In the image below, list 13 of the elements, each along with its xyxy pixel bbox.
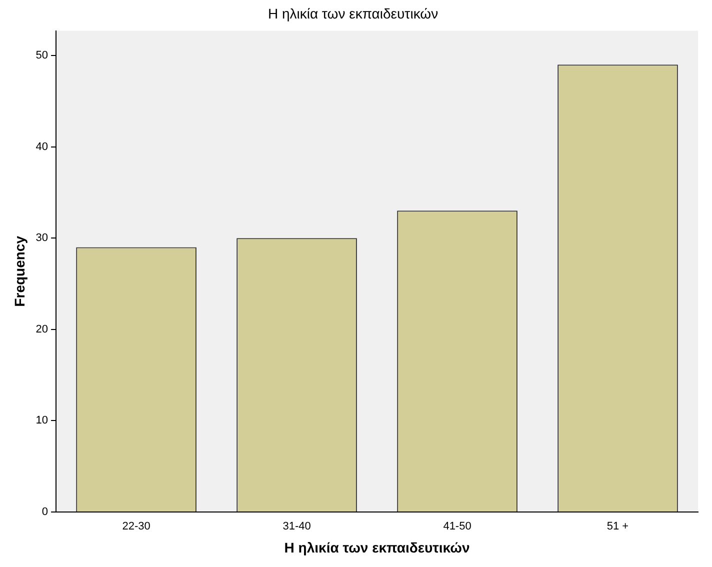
x-tick-label: 51 +: [606, 520, 629, 533]
y-tick-label: 10: [36, 414, 48, 427]
chart-title: Η ηλικία των εκπαιδευτικών: [268, 5, 438, 22]
x-tick-label: 22-30: [122, 520, 150, 533]
y-axis-title: Frequency: [11, 236, 28, 307]
y-tick-label: 0: [42, 506, 48, 518]
y-tick-label: 30: [36, 232, 48, 244]
y-tick-label: 40: [36, 140, 48, 153]
x-tick-label: 31-40: [282, 520, 311, 533]
x-axis-title: Η ηλικία των εκπαιδευτικών: [284, 539, 470, 556]
x-tick-label: 41-50: [443, 520, 472, 533]
y-tick-label: 50: [36, 49, 48, 62]
y-tick-label: 20: [36, 323, 48, 336]
